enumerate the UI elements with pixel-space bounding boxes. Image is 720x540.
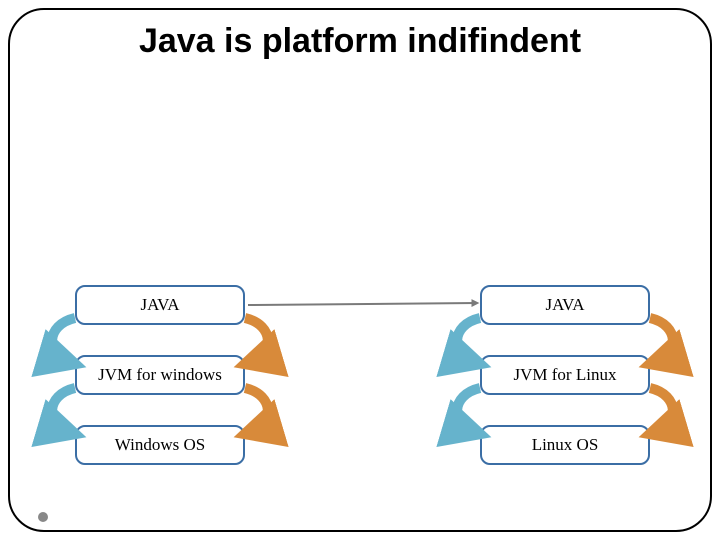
box-right-java-label: JAVA [545, 295, 584, 315]
box-left-jvm: JVM for windows [75, 355, 245, 395]
box-right-os-label: Linux OS [532, 435, 599, 455]
box-left-jvm-label: JVM for windows [98, 365, 222, 385]
box-left-java-label: JAVA [140, 295, 179, 315]
box-right-jvm: JVM for Linux [480, 355, 650, 395]
box-left-java: JAVA [75, 285, 245, 325]
box-left-os-label: Windows OS [115, 435, 205, 455]
box-right-java: JAVA [480, 285, 650, 325]
slide-bullet-icon [38, 512, 48, 522]
box-left-os: Windows OS [75, 425, 245, 465]
slide-title: Java is platform indifindent [0, 22, 720, 61]
box-right-os: Linux OS [480, 425, 650, 465]
box-right-jvm-label: JVM for Linux [514, 365, 617, 385]
